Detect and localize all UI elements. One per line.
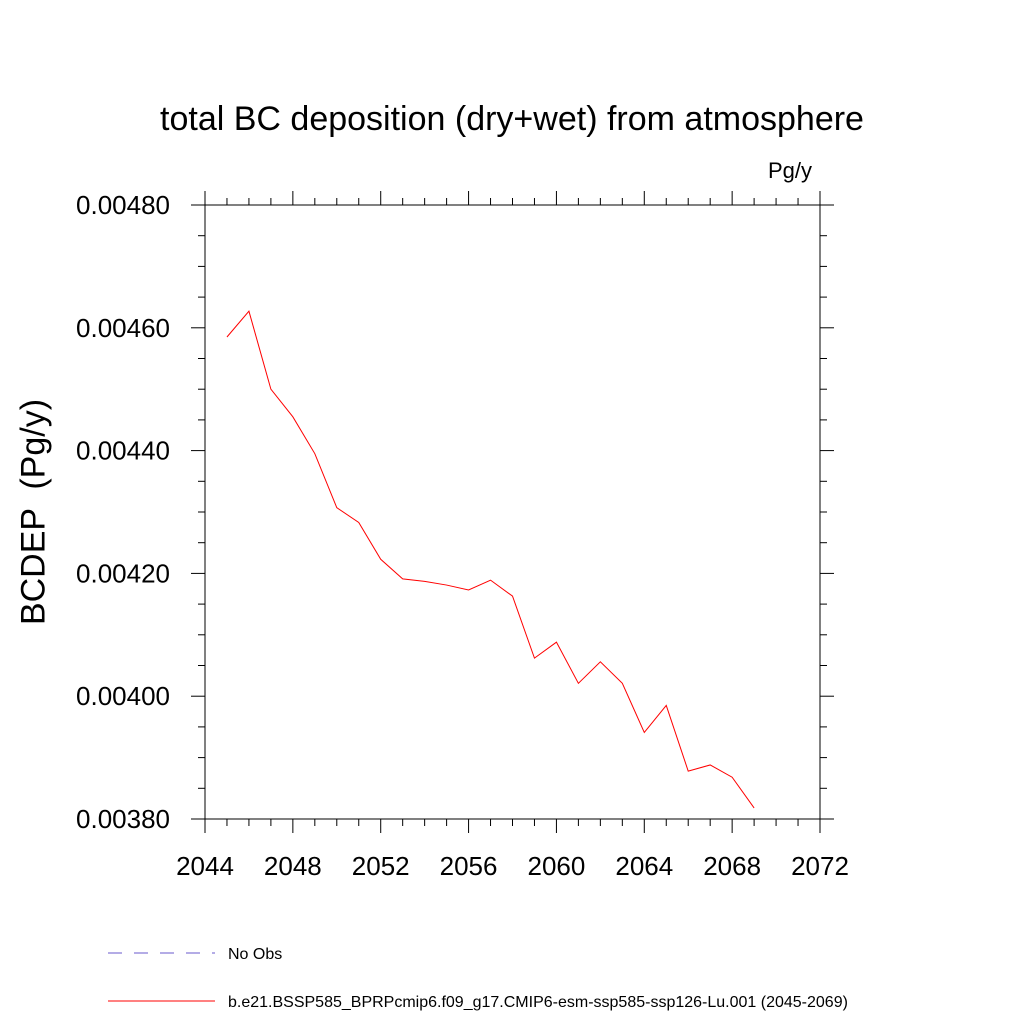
y-tick-label: 0.00440 [76, 436, 170, 466]
axes-group [191, 191, 834, 833]
legend-label: b.e21.BSSP585_BPRPcmip6.f09_g17.CMIP6-es… [228, 994, 848, 1011]
legend-label: No Obs [228, 946, 282, 963]
y-tick-labels: 0.00380 0.00400 0.00420 0.00440 0.00460 0.004… [76, 190, 170, 834]
x-tick-labels: 2044 2048 2052 2056 2060 2064 2068 2072 [176, 851, 849, 881]
y-tick-label: 0.00420 [76, 558, 170, 588]
x-tick-label: 2052 [352, 851, 410, 881]
series-line [226, 310, 755, 809]
x-tick-label: 2060 [528, 851, 586, 881]
legend: No Obs b.e21.BSSP585_BPRPcmip6.f09_g17.CM… [108, 946, 848, 1011]
y-tick-label: 0.00460 [76, 313, 170, 343]
x-tick-label: 2044 [176, 851, 234, 881]
x-tick-label: 2072 [791, 851, 849, 881]
x-tick-label: 2064 [615, 851, 673, 881]
y-tick-label: 0.00480 [76, 190, 170, 220]
chart-title: total BC deposition (dry+wet) from atmos… [160, 100, 864, 138]
y-tick-label: 0.00400 [76, 681, 170, 711]
x-tick-label: 2048 [264, 851, 322, 881]
units-label: Pg/y [768, 158, 813, 183]
y-tick-label: 0.00380 [76, 804, 170, 834]
x-tick-label: 2056 [440, 851, 498, 881]
series-lines [226, 310, 755, 809]
x-tick-label: 2068 [703, 851, 761, 881]
plot-frame [204, 204, 821, 820]
